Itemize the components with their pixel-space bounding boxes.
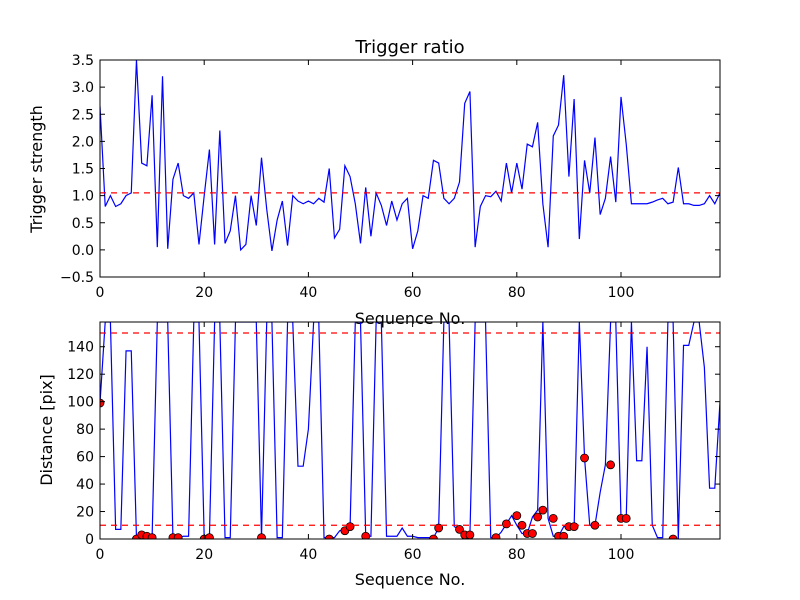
data-point xyxy=(491,533,501,539)
plot-area xyxy=(100,322,720,539)
distance-chart: 0 20 40 60 80 100 0 20 40 60 80 100 120 140 Sequence … xyxy=(37,321,721,589)
x-tick-label: 100 xyxy=(608,547,635,563)
data-point xyxy=(538,505,548,515)
x-tick-label: 80 xyxy=(508,547,526,563)
x-tick-label: 0 xyxy=(96,285,105,301)
data-point xyxy=(147,533,157,539)
axis-ticks: 0 20 40 60 80 100 −0.5 0.0 0.5 1.0 1.5 2.0 2.5 3.0 3.5 xyxy=(60,53,720,301)
series-line xyxy=(100,60,720,252)
y-tick-label: 60 xyxy=(76,450,94,466)
data-point xyxy=(465,530,475,539)
series-line xyxy=(100,322,720,539)
y-tick-label: −0.5 xyxy=(60,270,94,286)
data-point xyxy=(501,519,511,529)
data-point xyxy=(548,513,558,523)
x-tick-label: 80 xyxy=(508,285,526,301)
x-tick-label: 20 xyxy=(195,285,213,301)
y-tick-label: 2.0 xyxy=(72,134,94,150)
x-tick-label: 60 xyxy=(404,547,422,563)
x-tick-label: 20 xyxy=(195,547,213,563)
data-point xyxy=(100,398,105,408)
axis-ticks: 0 20 40 60 80 100 0 20 40 60 80 100 120 140 xyxy=(67,322,720,563)
y-tick-label: 0.5 xyxy=(72,216,94,232)
x-tick-label: 60 xyxy=(404,285,422,301)
y-tick-label: 80 xyxy=(76,422,94,438)
data-point xyxy=(173,533,183,539)
data-point xyxy=(455,524,464,534)
y-tick-label: 0 xyxy=(85,532,94,548)
data-point xyxy=(580,453,589,463)
data-point xyxy=(345,522,355,532)
data-point xyxy=(606,460,615,470)
chart-title: Trigger ratio xyxy=(354,37,464,58)
data-point xyxy=(621,513,631,523)
y-tick-label: 3.0 xyxy=(72,80,94,96)
y-tick-label: 1.0 xyxy=(72,189,94,205)
y-tick-label: 3.5 xyxy=(72,53,94,69)
x-axis-label: Sequence No. xyxy=(355,309,466,328)
data-point xyxy=(429,534,438,539)
data-point xyxy=(569,522,579,532)
axes-frame xyxy=(99,59,721,278)
data-point xyxy=(668,534,678,539)
y-axis-label: Trigger strength xyxy=(27,105,46,234)
y-tick-label: 120 xyxy=(67,367,94,383)
y-tick-label: 1.5 xyxy=(72,162,94,178)
axes-frame xyxy=(99,321,721,540)
y-tick-label: 100 xyxy=(67,395,94,411)
data-point xyxy=(205,533,214,539)
x-tick-label: 40 xyxy=(299,547,317,563)
data-point xyxy=(361,531,371,539)
x-tick-label: 40 xyxy=(299,285,317,301)
y-axis-label: Distance [pix] xyxy=(37,374,56,486)
y-tick-label: 20 xyxy=(76,505,94,521)
y-tick-label: 2.5 xyxy=(72,107,94,123)
data-point xyxy=(559,531,569,539)
y-tick-label: 0.0 xyxy=(72,243,94,259)
x-axis-label: Sequence No. xyxy=(355,570,466,589)
x-tick-label: 100 xyxy=(608,285,635,301)
data-point xyxy=(533,512,543,522)
y-tick-label: 140 xyxy=(67,340,94,356)
trigger-ratio-chart: Trigger ratio 0 20 40 60 80 100 −0.5 0.0 0.5 1.0 1… xyxy=(27,37,721,328)
data-point xyxy=(528,529,537,538)
data-point xyxy=(257,533,266,539)
data-point xyxy=(434,523,444,533)
data-point xyxy=(512,511,522,521)
y-tick-label: 40 xyxy=(76,477,94,493)
plot-area xyxy=(100,60,720,252)
x-tick-label: 0 xyxy=(96,547,105,563)
data-point xyxy=(324,534,334,539)
